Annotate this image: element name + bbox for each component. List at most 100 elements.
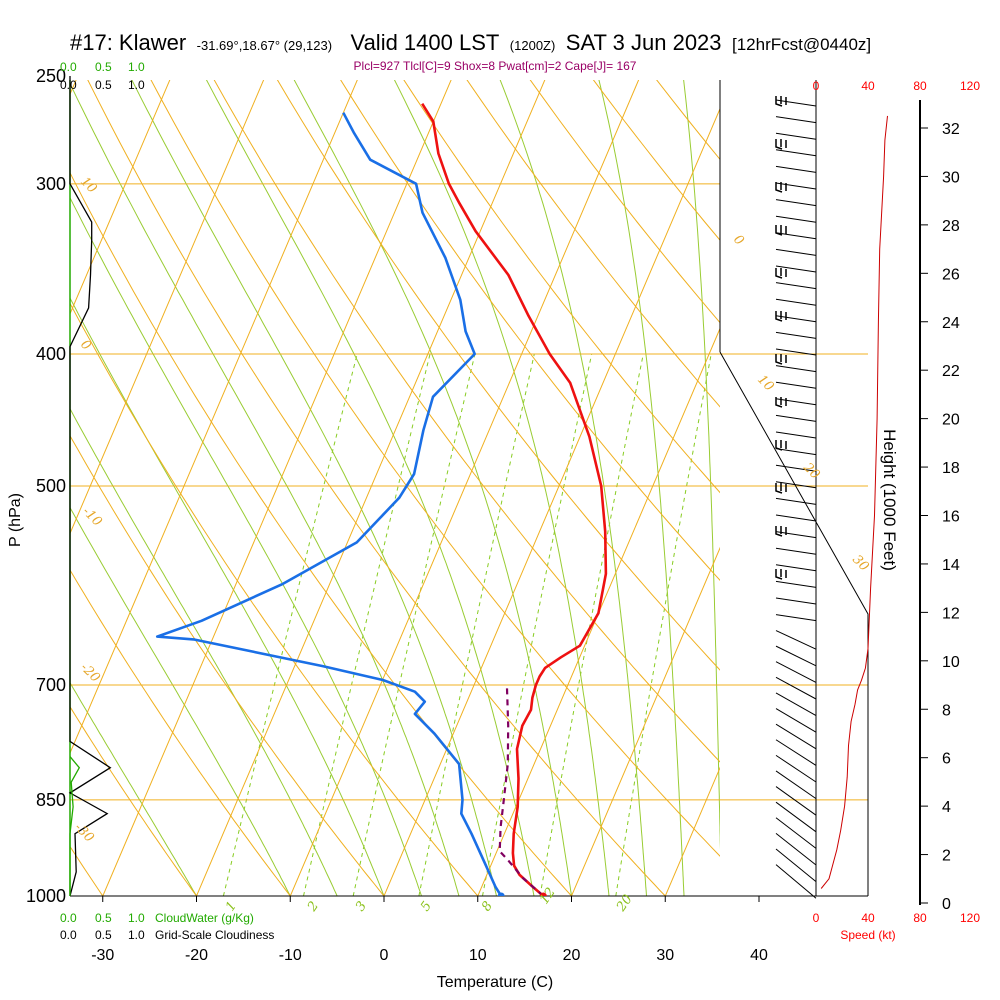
wind-barb xyxy=(775,414,817,422)
wind-barb xyxy=(775,770,817,800)
wind-barb xyxy=(775,481,817,489)
wind-barb-feather xyxy=(775,96,787,107)
wind-barb-feather xyxy=(775,440,787,451)
wind-barb xyxy=(775,739,817,766)
wind-barb xyxy=(775,365,817,373)
temperature-tick-label: -20 xyxy=(185,947,208,964)
moist-adiabat-line xyxy=(70,196,422,896)
wind-barb xyxy=(775,132,817,140)
isotherm-label: 10 xyxy=(754,372,776,394)
moist-adiabat-line xyxy=(70,681,197,896)
dry-adiabat-line xyxy=(0,52,27,925)
wind-speed-line xyxy=(820,115,888,889)
speed-top-40: 40 xyxy=(861,79,875,93)
wind-barb xyxy=(775,448,817,456)
wind-barb xyxy=(775,564,817,572)
dry-adiabat-line xyxy=(150,80,720,857)
cl-scale-top-1: 0.5 xyxy=(95,78,112,92)
isotherm-line xyxy=(70,80,171,316)
pressure-tick-850: 850 xyxy=(36,790,66,810)
wind-barb xyxy=(775,801,817,833)
isotherm-label: 0 xyxy=(77,337,93,353)
height-tick-label: 30 xyxy=(942,169,960,186)
wind-barb-flags xyxy=(775,268,787,279)
isotherm-label: 30 xyxy=(849,552,871,574)
moist-adiabat-line xyxy=(70,296,385,896)
speed-ticks-top: 0 40 80 120 xyxy=(813,79,981,93)
wind-barbs xyxy=(775,96,817,899)
moist-adiabat-line xyxy=(293,80,572,896)
wind-barb-feather xyxy=(775,397,787,408)
wind-barb-flags xyxy=(775,354,787,365)
dry-adiabat-line xyxy=(70,302,479,896)
cloudiness-profile xyxy=(68,76,112,897)
mixing-ratio-line xyxy=(352,353,476,896)
wind-barb-flags xyxy=(775,483,787,494)
moist-adiabat-line xyxy=(131,80,497,896)
pressure-axis-label: P (hPa) xyxy=(7,493,24,547)
moist-adiabat-line xyxy=(70,407,338,896)
wind-barb xyxy=(775,248,817,256)
isotherm-label: -20 xyxy=(77,660,102,685)
cloudiness-line xyxy=(68,76,112,897)
title-fcst: [12hrFcst@0440z] xyxy=(732,35,871,54)
speed-axis-label: Speed (kt) xyxy=(840,928,895,942)
wind-barb-feather xyxy=(775,569,787,580)
moist-adiabat-line xyxy=(70,82,460,896)
pressure-tick-700: 700 xyxy=(36,675,66,695)
mixing-ratio-line xyxy=(615,353,712,896)
pressure-ticks: 250 300 400 500 700 850 1000 xyxy=(26,66,66,906)
surface-dewpoint-point xyxy=(497,892,505,896)
moist-adiabat-line xyxy=(70,506,291,896)
height-tick-label: 8 xyxy=(942,702,951,719)
temperature-tick-label: -10 xyxy=(279,947,302,964)
wind-barb xyxy=(775,331,817,339)
wind-barb xyxy=(775,645,817,667)
title-line: #17: Klawer -31.69°,18.67° (29,123) Vali… xyxy=(70,30,871,55)
wind-barb xyxy=(775,597,817,605)
height-tick-label: 14 xyxy=(942,557,960,574)
wind-barb-flags xyxy=(775,440,787,451)
mixing-ratio-line xyxy=(482,353,593,896)
wind-barb xyxy=(775,630,817,650)
wind-barb-flags xyxy=(775,139,787,150)
dry-adiabat-line xyxy=(70,171,573,896)
wind-barb xyxy=(775,547,817,555)
cloudwater-label: CloudWater (g/Kg) xyxy=(155,911,254,925)
wind-barb-flags xyxy=(775,225,787,236)
wind-barb xyxy=(775,99,817,107)
cw-scale-top-0: 0.0 xyxy=(60,60,77,74)
wind-barb xyxy=(775,348,817,356)
wind-barb-feather xyxy=(775,526,787,537)
wind-barb xyxy=(775,149,817,157)
temperature-tick-label: 20 xyxy=(563,947,581,964)
wind-barb xyxy=(775,614,817,622)
surface-temperature-point xyxy=(539,892,547,896)
moist-adiabat-line xyxy=(393,80,610,896)
height-tick-label: 24 xyxy=(942,315,960,332)
title-station: #17: Klawer xyxy=(70,30,186,55)
wind-barb xyxy=(775,786,817,816)
wind-barb xyxy=(775,832,817,866)
wind-barb xyxy=(775,431,817,439)
dry-adiabat-line xyxy=(70,569,291,896)
cloudiness-label: Grid-Scale Cloudiness xyxy=(155,928,274,942)
title-zulu: (1200Z) xyxy=(510,38,556,53)
wind-barb-feather xyxy=(775,139,787,150)
speed-bot-40: 40 xyxy=(861,911,875,925)
wind-barb xyxy=(775,848,817,882)
mixing-ratio-line xyxy=(303,353,431,896)
temperature-tick-label: 30 xyxy=(656,947,674,964)
dry-adiabat-line xyxy=(213,80,720,763)
mixing-ratio-line xyxy=(222,353,358,896)
speed-bot-0: 0 xyxy=(813,911,820,925)
cw-scale-bot-2: 1.0 xyxy=(128,911,145,925)
cw-scale-top-1: 0.5 xyxy=(95,60,112,74)
title-coords: -31.69°,18.67° (29,123) xyxy=(197,38,332,53)
wind-barb xyxy=(775,165,817,173)
height-tick-label: 12 xyxy=(942,605,960,622)
temperature-tick-label: 0 xyxy=(380,947,389,964)
wind-barb xyxy=(775,661,817,683)
